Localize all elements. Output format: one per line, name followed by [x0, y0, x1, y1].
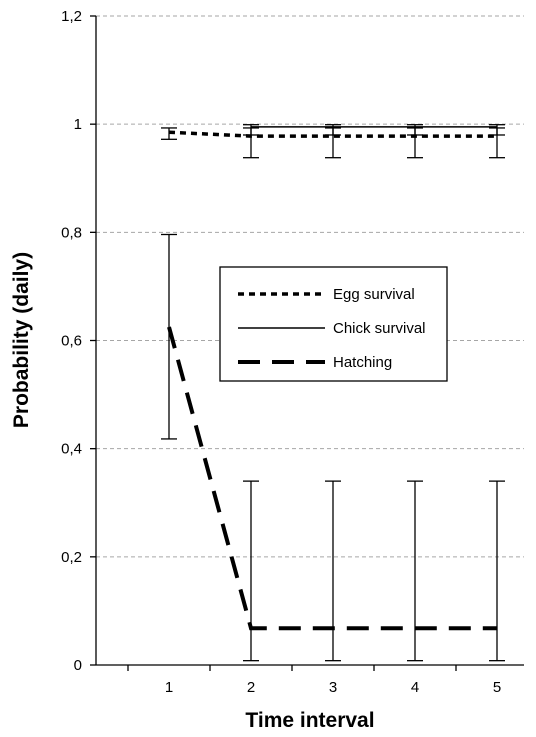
y-tick-label: 1,2 [61, 8, 82, 25]
y-tick-label: 0,2 [61, 549, 82, 566]
series-lines [167, 126, 497, 631]
x-tick-label: 2 [247, 679, 255, 696]
y-tick-label: 0 [74, 657, 82, 674]
y-tick-label: 0,6 [61, 333, 82, 350]
y-tick-label: 1 [74, 116, 82, 133]
y-tick-label: 0,4 [61, 441, 82, 458]
x-tick-label: 1 [165, 679, 173, 696]
x-axis-title: Time interval [245, 709, 374, 732]
error-bars [161, 124, 505, 662]
legend-label: Hatching [333, 354, 392, 371]
x-tick-label: 3 [329, 679, 337, 696]
legend-label: Egg survival [333, 286, 415, 303]
y-tick-label: 0,8 [61, 224, 82, 241]
y-axis-title: Probability (daily) [10, 252, 33, 428]
legend-label: Chick survival [333, 320, 426, 337]
tick-labels: 0 0,2 0,4 0,6 0,8 1 1,2 1 2 3 4 5 [61, 8, 501, 696]
x-tick-label: 4 [411, 679, 419, 696]
axes [90, 15, 524, 671]
x-tick-label: 5 [493, 679, 501, 696]
legend: Egg survival Chick survival Hatching [219, 266, 448, 382]
series-line-hatching [167, 326, 497, 631]
